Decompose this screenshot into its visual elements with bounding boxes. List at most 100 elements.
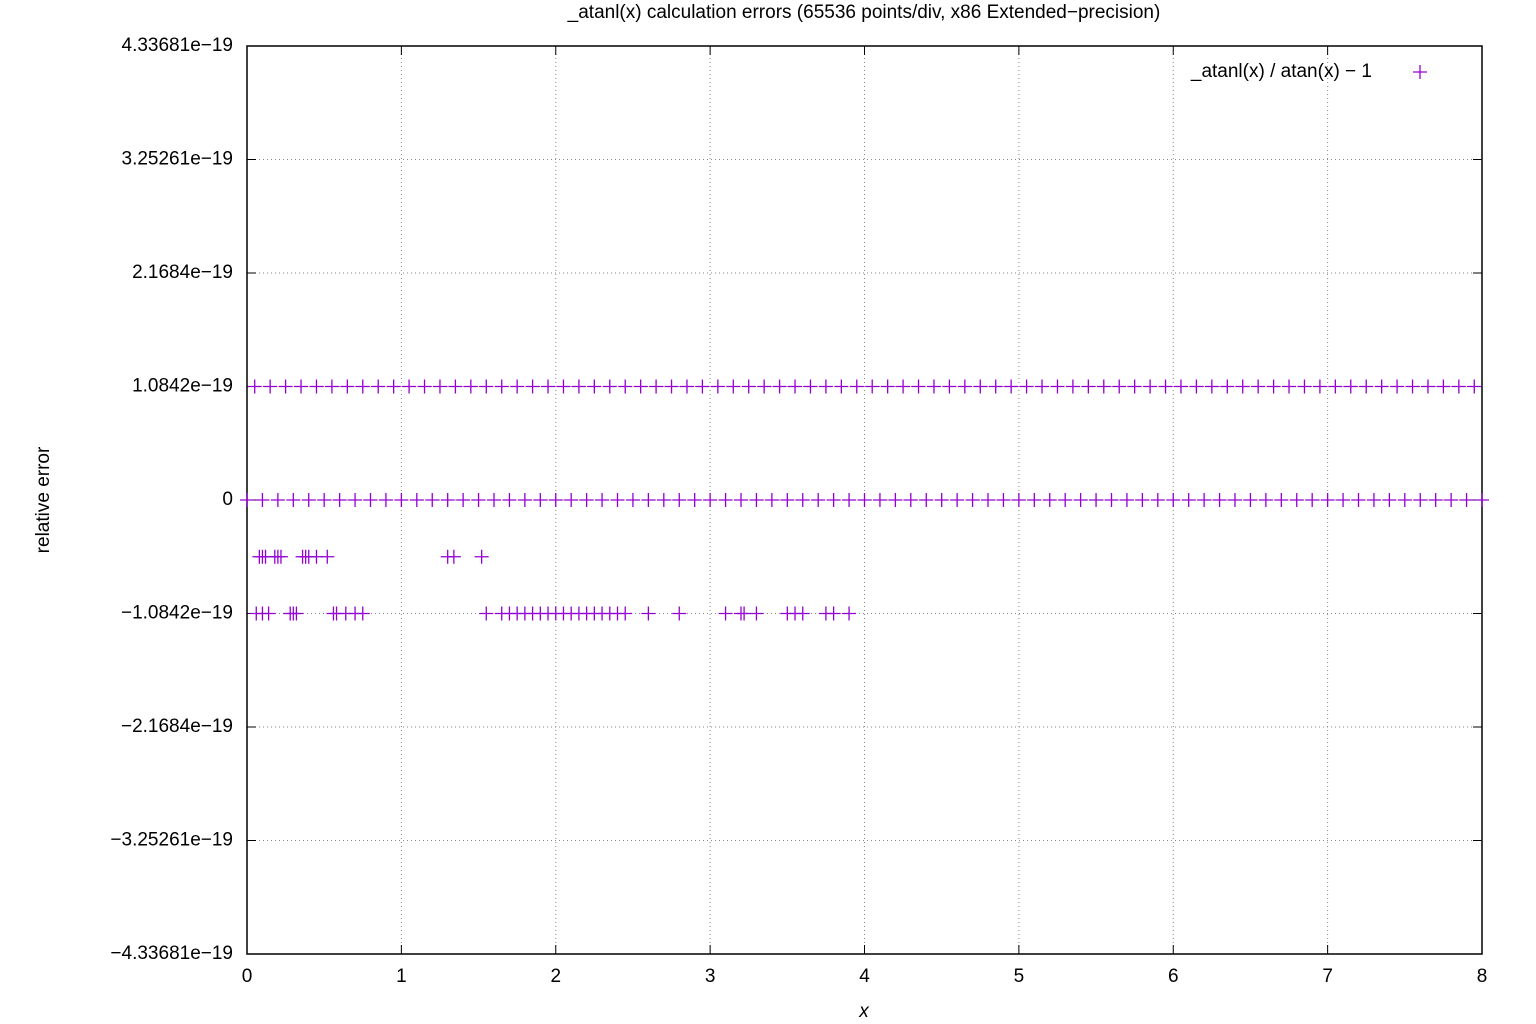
point (1251, 379, 1266, 394)
point (1189, 379, 1204, 394)
point (1228, 493, 1242, 507)
point (1382, 493, 1397, 507)
x-tick-label: 5 (1014, 966, 1025, 987)
point (394, 493, 409, 507)
point (487, 493, 501, 507)
point (1451, 379, 1466, 394)
point (726, 379, 741, 394)
x-tick-label: 6 (1168, 966, 1179, 987)
point (1467, 379, 1482, 394)
point (672, 493, 687, 507)
point (270, 493, 285, 507)
y-tick-label: 0 (222, 489, 233, 510)
point (1035, 379, 1050, 394)
point (564, 493, 579, 507)
point (1351, 493, 1366, 507)
point (541, 379, 556, 394)
point (880, 379, 895, 394)
point (865, 379, 880, 394)
point (1374, 379, 1389, 394)
point (1390, 379, 1405, 394)
point (811, 493, 826, 507)
y-tick-label: −2.1684e−19 (121, 716, 233, 737)
point (247, 379, 262, 394)
point (1096, 379, 1111, 394)
point (903, 493, 918, 507)
point (818, 379, 833, 394)
point (1328, 379, 1343, 394)
point (957, 379, 972, 394)
point (1305, 493, 1320, 507)
x-tick-label: 8 (1477, 966, 1488, 987)
legend-label: _atanl(x) / atan(x) − 1 (1190, 61, 1372, 82)
point (1436, 379, 1451, 394)
point (1266, 379, 1281, 394)
point (1428, 493, 1443, 507)
point (1104, 493, 1119, 507)
point (950, 493, 965, 507)
point (273, 549, 288, 564)
point (734, 493, 748, 507)
point (610, 493, 625, 507)
point (463, 379, 478, 394)
point (548, 493, 563, 507)
point (718, 493, 733, 507)
point (803, 379, 818, 394)
point (934, 493, 949, 507)
point (896, 379, 911, 394)
point (842, 606, 857, 621)
point (973, 379, 988, 394)
point (834, 379, 849, 394)
point (446, 549, 461, 564)
point (1065, 379, 1080, 394)
point (494, 379, 509, 394)
point (1320, 493, 1335, 507)
point (332, 493, 347, 507)
point (1073, 493, 1088, 507)
point (1112, 379, 1127, 394)
point (888, 493, 903, 507)
point (625, 493, 640, 507)
point (474, 549, 489, 564)
point (324, 379, 339, 394)
point (826, 493, 841, 507)
point (355, 379, 370, 394)
point (1081, 379, 1096, 394)
point (1181, 493, 1196, 507)
point (710, 379, 725, 394)
point (502, 493, 517, 507)
point (533, 493, 548, 507)
point (641, 606, 656, 621)
point (618, 606, 633, 621)
point (656, 493, 671, 507)
point (757, 379, 772, 394)
point (1459, 493, 1474, 507)
point (1297, 379, 1312, 394)
point (340, 379, 355, 394)
point (556, 379, 571, 394)
point (587, 379, 602, 394)
point (579, 493, 594, 507)
point (1258, 493, 1273, 507)
point (1166, 493, 1181, 507)
point (911, 379, 926, 394)
point (348, 493, 363, 507)
point (919, 493, 934, 507)
point (1312, 379, 1327, 394)
point (788, 379, 803, 394)
point (1173, 379, 1188, 394)
point (842, 493, 857, 507)
y-tick-label: −1.0842e−19 (121, 603, 233, 624)
point (1413, 493, 1428, 507)
point (240, 493, 254, 507)
point (749, 493, 764, 507)
point (1366, 493, 1381, 507)
point (402, 379, 417, 394)
point (703, 493, 718, 507)
point (1058, 493, 1073, 507)
point (263, 379, 278, 394)
point (525, 379, 540, 394)
point (942, 379, 957, 394)
point (849, 379, 864, 394)
point (456, 493, 471, 507)
